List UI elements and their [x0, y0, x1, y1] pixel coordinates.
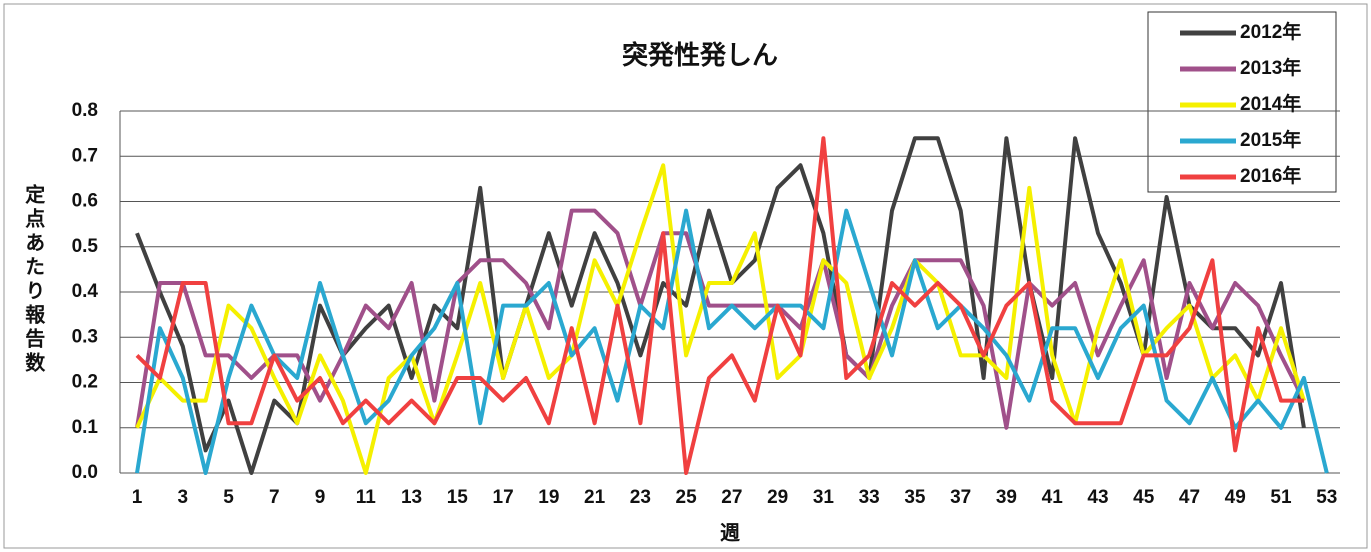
legend-label: 2013年 [1240, 56, 1301, 79]
x-tick-label: 47 [1179, 487, 1200, 508]
legend-label: 2014年 [1240, 92, 1301, 115]
x-tick-label: 51 [1270, 487, 1292, 508]
x-tick-label: 19 [538, 487, 559, 508]
x-tick-label: 29 [767, 487, 788, 508]
x-tick-label: 3 [177, 487, 188, 508]
x-tick-label: 17 [493, 487, 514, 508]
x-tick-label: 27 [721, 487, 742, 508]
legend-label: 2015年 [1240, 128, 1301, 151]
y-tick-label: 0.4 [72, 281, 99, 302]
x-tick-label: 5 [223, 487, 234, 508]
x-tick-label: 1 [132, 487, 143, 508]
x-tick-label: 23 [630, 487, 651, 508]
x-axis-label: 週 [720, 521, 740, 544]
x-tick-label: 45 [1133, 487, 1155, 508]
legend-box [1147, 11, 1337, 193]
x-tick-label: 49 [1225, 487, 1246, 508]
y-tick-label: 0.3 [72, 326, 98, 347]
x-tick-label: 9 [315, 487, 326, 508]
y-tick-label: 0.1 [72, 417, 99, 438]
x-tick-label: 43 [1087, 487, 1108, 508]
y-tick-label: 0.8 [72, 100, 98, 121]
series-line [135, 208, 1329, 475]
x-tick-label: 31 [813, 487, 835, 508]
y-tick-label: 0.7 [72, 145, 98, 166]
y-tick-label: 0.6 [72, 191, 98, 212]
x-tick-label: 39 [996, 487, 1017, 508]
x-tick-label: 7 [269, 487, 280, 508]
y-tick-label: 0.5 [72, 236, 99, 257]
x-tick-label: 21 [584, 487, 606, 508]
series-line [135, 163, 1306, 475]
x-tick-label: 41 [1042, 487, 1064, 508]
chart-title: 突発性発しん [622, 40, 778, 70]
legend-label: 2016年 [1240, 164, 1301, 187]
x-tick-label: 37 [950, 487, 971, 508]
x-tick-label: 15 [447, 487, 469, 508]
series-line [135, 136, 1304, 475]
x-tick-label: 33 [859, 487, 880, 508]
x-tick-label: 25 [676, 487, 698, 508]
y-axis-label: 定点あたり報告数 [22, 183, 45, 376]
legend-label: 2012年 [1240, 20, 1301, 43]
y-tick-label: 0.2 [72, 372, 98, 393]
x-tick-label: 35 [904, 487, 926, 508]
x-tick-label: 13 [401, 487, 422, 508]
y-tick-label: 0.0 [72, 462, 98, 483]
x-tick-label: 11 [356, 487, 377, 508]
x-tick-label: 53 [1316, 487, 1337, 508]
series-line [135, 136, 1306, 475]
